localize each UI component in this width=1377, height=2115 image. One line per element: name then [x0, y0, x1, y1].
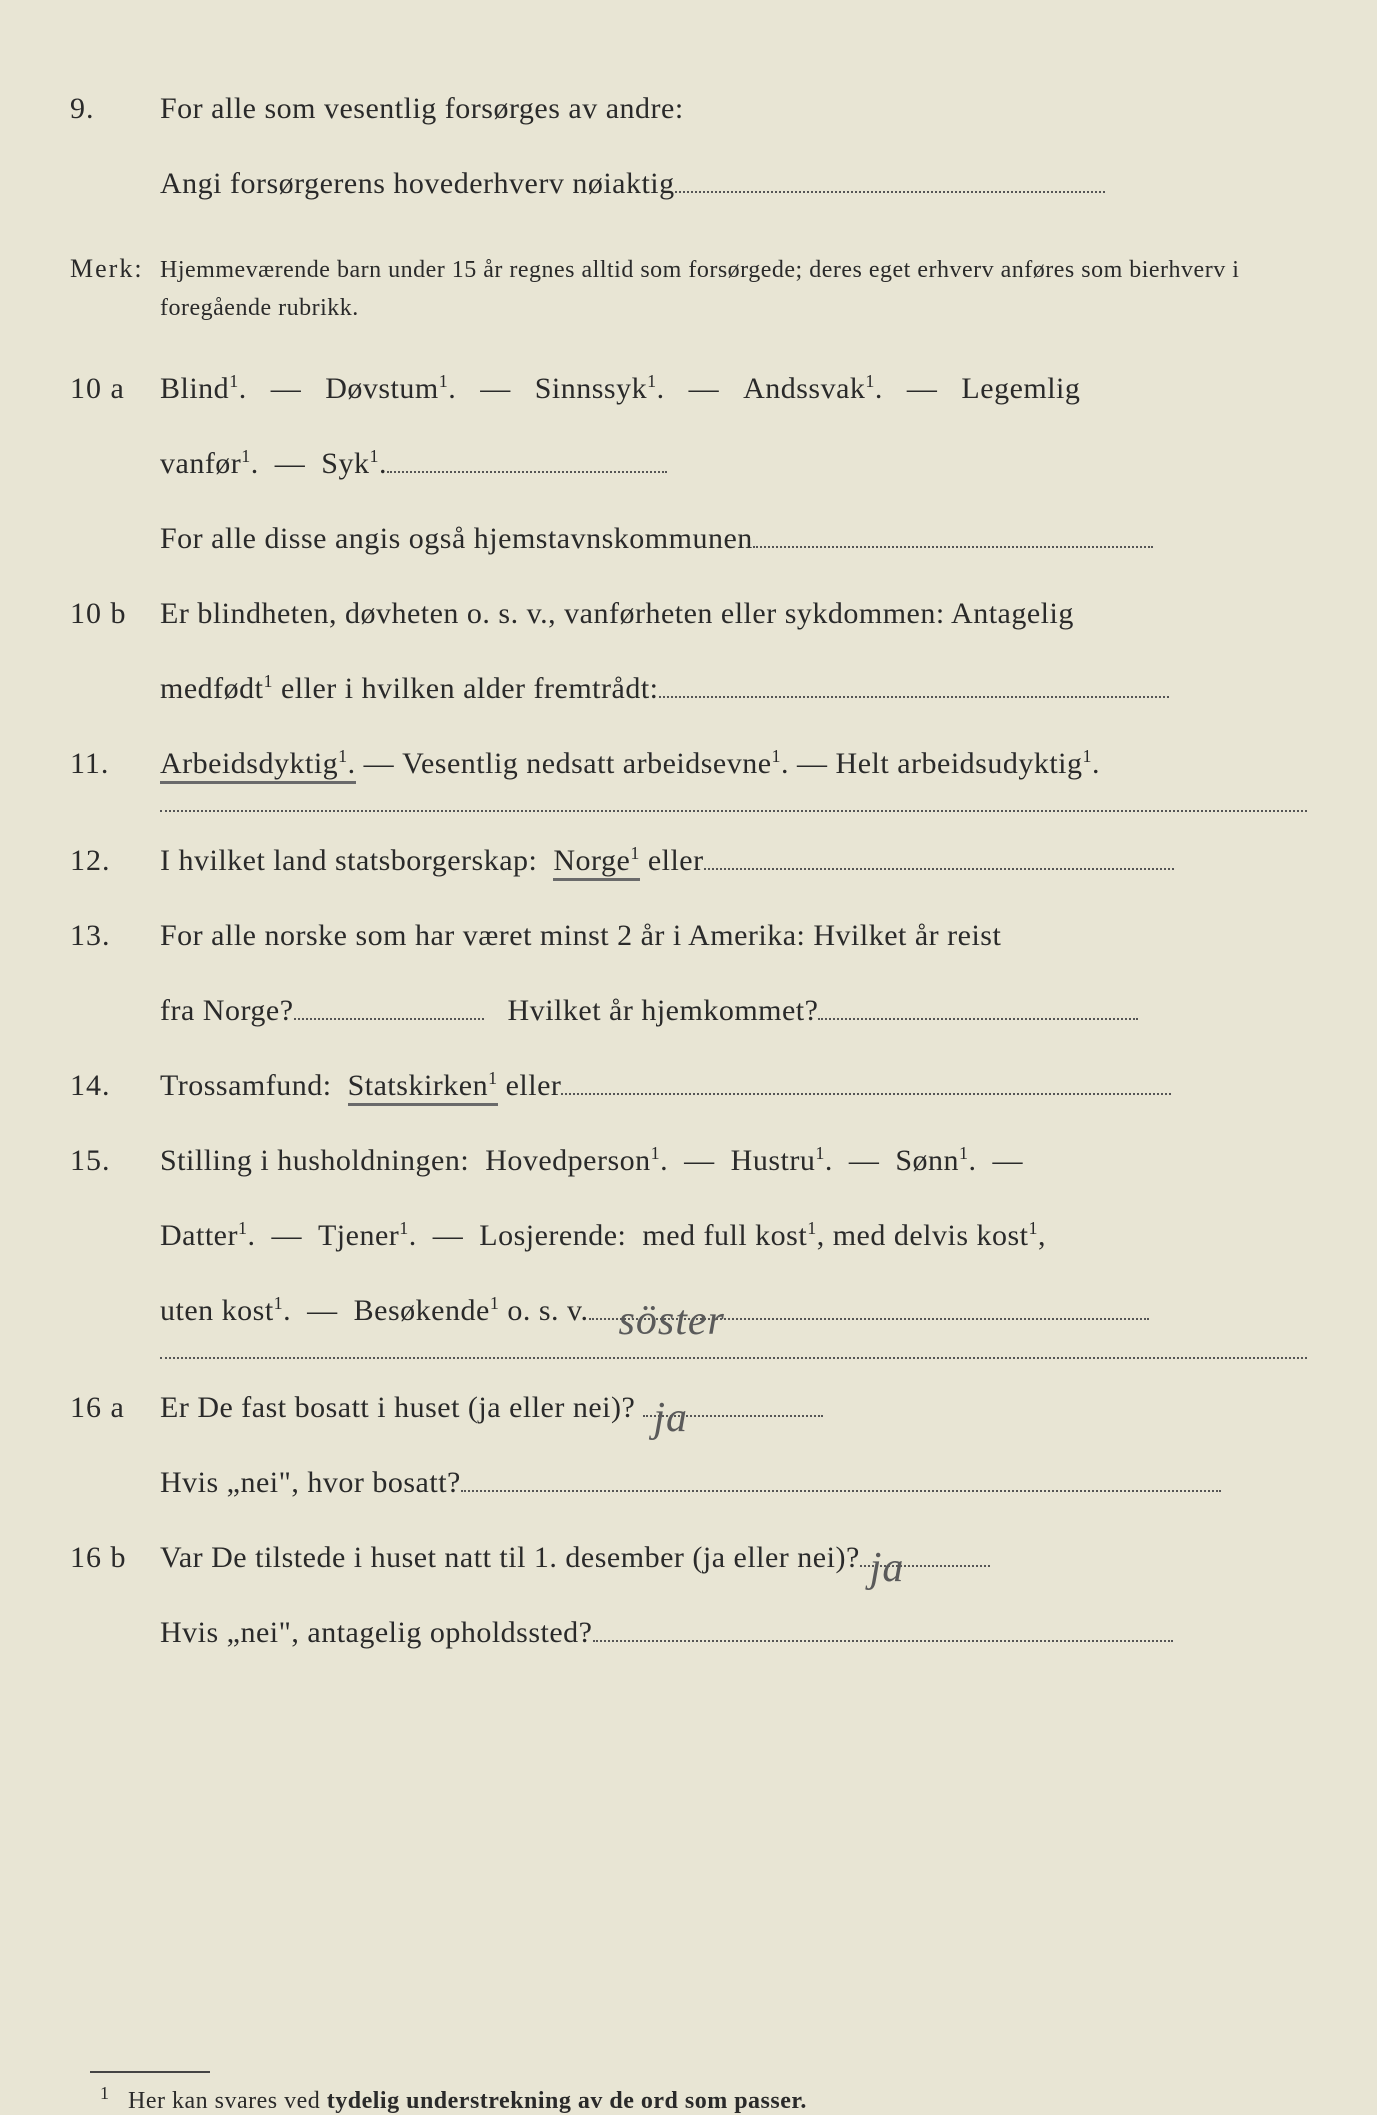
- footnote-number: 1: [100, 2083, 110, 2103]
- q10a-row2: vanfør1. — Syk1.: [70, 435, 1307, 492]
- q9-line2: Angi forsørgerens hovederhverv nøiaktig: [160, 155, 1307, 212]
- q10a-blank1[interactable]: [387, 471, 667, 473]
- q16b-handwritten: ja: [870, 1529, 905, 1609]
- q11-number: 11.: [70, 735, 160, 792]
- q9-row2: Angi forsørgerens hovederhverv nøiaktig: [70, 155, 1307, 212]
- q15-number: 15.: [70, 1132, 160, 1189]
- q10a-options: Blind1. — Døvstum1. — Sinnssyk1. — Andss…: [160, 360, 1307, 417]
- q10a-row3: For alle disse angis også hjemstavnskomm…: [70, 510, 1307, 567]
- q12-blank[interactable]: [704, 868, 1174, 870]
- q13-blank1[interactable]: [294, 1018, 484, 1020]
- divider-2: [160, 1357, 1307, 1359]
- census-form-page: 9. For alle som vesentlig forsørges av a…: [70, 80, 1307, 2008]
- q15-row2: Datter1. — Tjener1. — Losjerende: med fu…: [70, 1207, 1307, 1264]
- q10b-number: 10 b: [70, 585, 160, 642]
- q15-row3: uten kost1. — Besøkende1 o. s. v.söster: [70, 1282, 1307, 1339]
- q16b-row1: 16 b Var De tilstede i huset natt til 1.…: [70, 1529, 1307, 1586]
- q11-selected: Arbeidsdyktig1.: [160, 747, 356, 784]
- q9-blank[interactable]: [675, 191, 1105, 193]
- merk-row: Merk: Hjemmeværende barn under 15 år reg…: [70, 244, 1307, 328]
- q10a-blank2[interactable]: [753, 546, 1153, 548]
- q16a-number: 16 a: [70, 1379, 160, 1436]
- q16a-row2: Hvis „nei", hvor bosatt?: [70, 1454, 1307, 1511]
- q16b-row2: Hvis „nei", antagelig opholdssted?: [70, 1604, 1307, 1661]
- q16b-blank1[interactable]: ja: [860, 1565, 990, 1567]
- q10a-row1: 10 a Blind1. — Døvstum1. — Sinnssyk1. — …: [70, 360, 1307, 417]
- q14-selected: Statskirken1: [348, 1069, 498, 1106]
- q9-row1: 9. For alle som vesentlig forsørges av a…: [70, 80, 1307, 137]
- q10b-line1: Er blindheten, døvheten o. s. v., vanfør…: [160, 585, 1307, 642]
- q10a-number: 10 a: [70, 360, 160, 417]
- q15-handwritten: söster: [619, 1282, 725, 1362]
- q13-blank2[interactable]: [818, 1018, 1138, 1020]
- q12-selected: Norge1: [553, 844, 639, 881]
- q14-row: 14. Trossamfund: Statskirken1 eller: [70, 1057, 1307, 1114]
- q12-row: 12. I hvilket land statsborgerskap: Norg…: [70, 832, 1307, 889]
- q11-options: Arbeidsdyktig1. — Vesentlig nedsatt arbe…: [160, 735, 1307, 792]
- q9-number: 9.: [70, 80, 160, 137]
- q14-number: 14.: [70, 1057, 160, 1114]
- q10b-blank[interactable]: [659, 696, 1169, 698]
- q10b-row2: medfødt1 eller i hvilken alder fremtrådt…: [70, 660, 1307, 717]
- q16b-blank2[interactable]: [593, 1640, 1173, 1642]
- q13-number: 13.: [70, 907, 160, 964]
- merk-text: Hjemmeværende barn under 15 år regnes al…: [160, 251, 1307, 328]
- q16a-handwritten: ja: [653, 1379, 688, 1459]
- footnote: 1 Her kan svares ved tydelig understrekn…: [100, 2083, 1307, 2115]
- q10b-row1: 10 b Er blindheten, døvheten o. s. v., v…: [70, 585, 1307, 642]
- q13-line1: For alle norske som har været minst 2 år…: [160, 907, 1307, 964]
- q15-blank[interactable]: söster: [589, 1318, 1149, 1320]
- q9-line1: For alle som vesentlig forsørges av andr…: [160, 80, 1307, 137]
- footnote-rule: [90, 2071, 210, 2073]
- q13-row1: 13. For alle norske som har været minst …: [70, 907, 1307, 964]
- q13-row2: fra Norge? Hvilket år hjemkommet?: [70, 982, 1307, 1039]
- q14-blank[interactable]: [561, 1093, 1171, 1095]
- q16b-number: 16 b: [70, 1529, 160, 1586]
- q11-row: 11. Arbeidsdyktig1. — Vesentlig nedsatt …: [70, 735, 1307, 792]
- q16a-blank2[interactable]: [461, 1490, 1221, 1492]
- q15-row1: 15. Stilling i husholdningen: Hovedperso…: [70, 1132, 1307, 1189]
- q16a-blank1[interactable]: ja: [643, 1415, 823, 1417]
- q12-number: 12.: [70, 832, 160, 889]
- merk-label: Merk:: [70, 244, 160, 293]
- divider-1: [160, 810, 1307, 812]
- q16a-row1: 16 a Er De fast bosatt i huset (ja eller…: [70, 1379, 1307, 1436]
